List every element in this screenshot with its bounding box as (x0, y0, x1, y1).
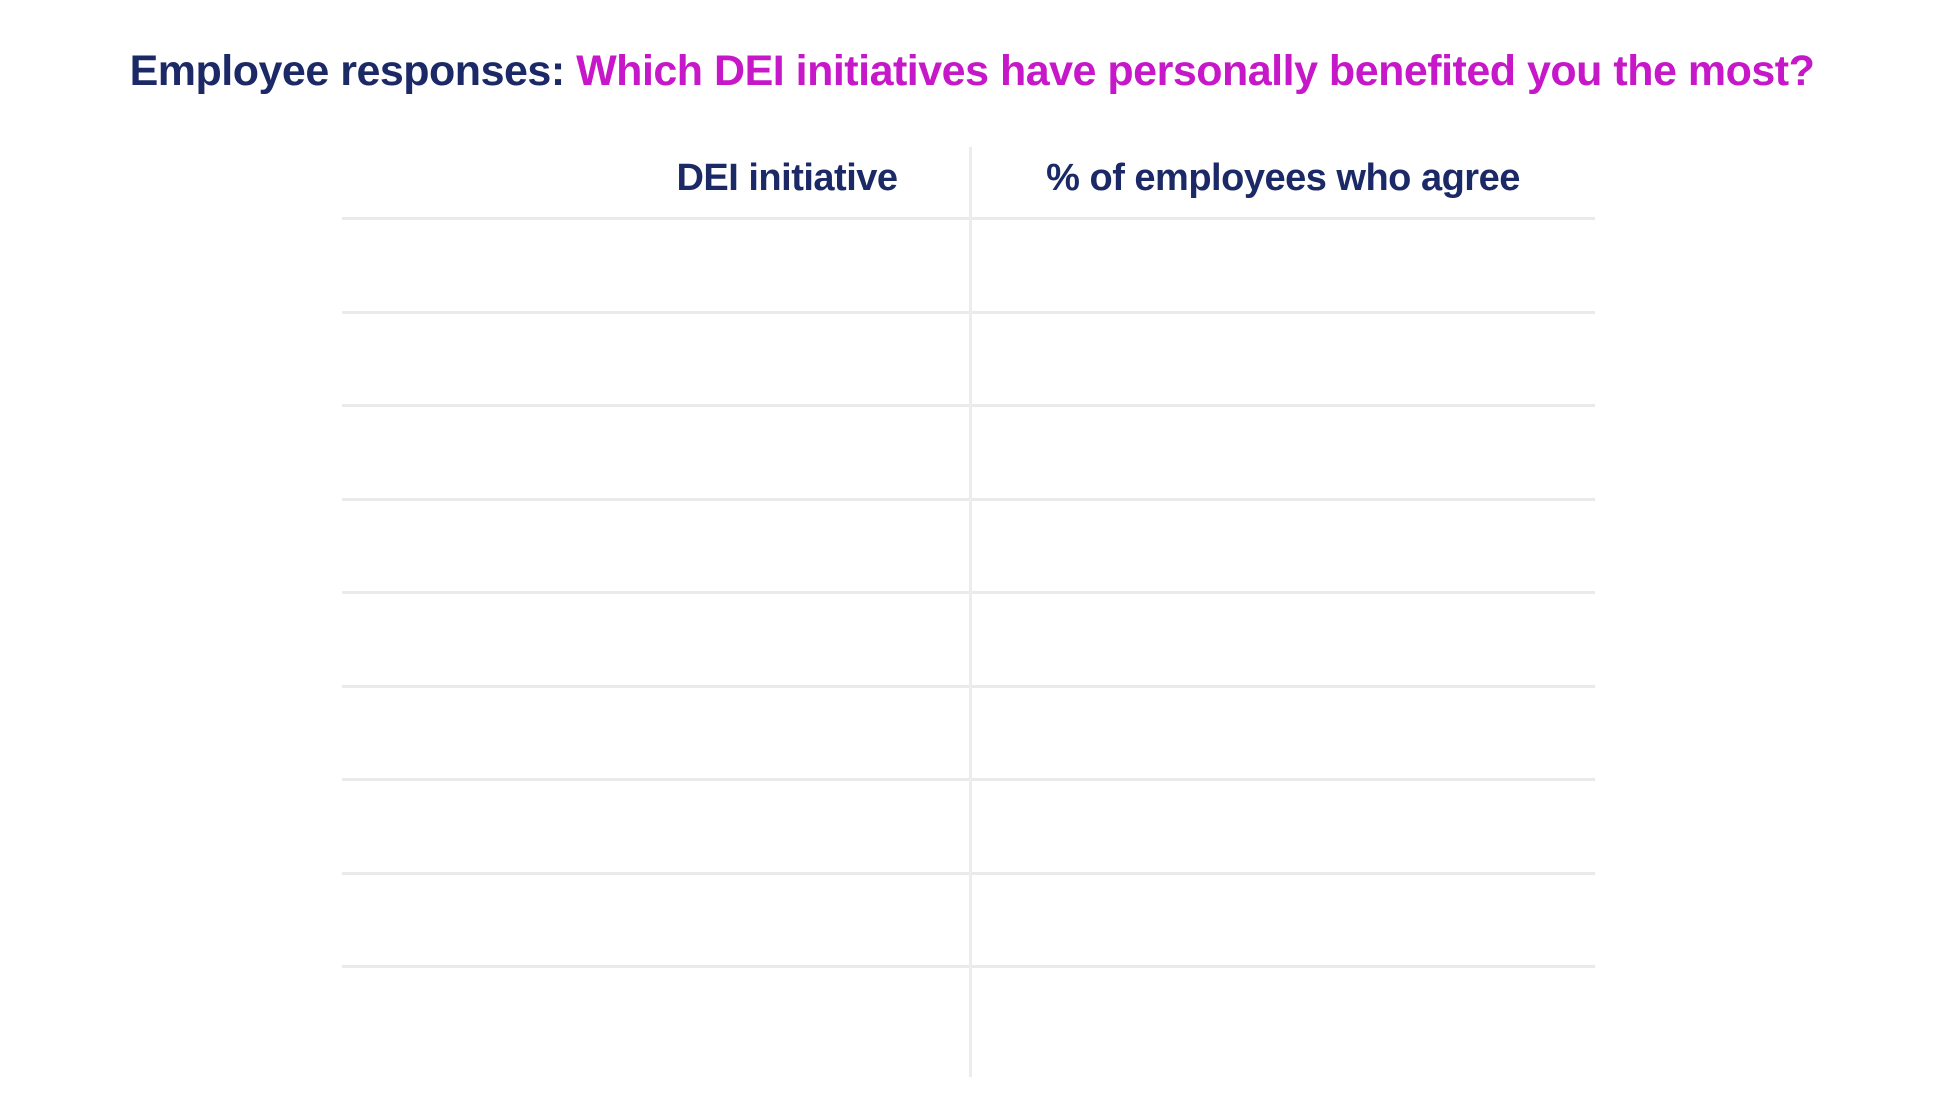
cell-initiative (342, 968, 969, 1077)
cell-initiative (342, 314, 969, 405)
table-row (342, 781, 1595, 875)
table-row (342, 688, 1595, 781)
table-row (342, 407, 1595, 501)
cell-percent (969, 314, 1595, 405)
cell-initiative (342, 781, 969, 872)
table-row (342, 220, 1595, 314)
cell-percent (969, 781, 1595, 872)
cell-initiative (342, 875, 969, 966)
table-row (342, 875, 1595, 968)
cell-percent (969, 968, 1595, 1077)
table-row (342, 594, 1595, 688)
column-divider (969, 147, 972, 1077)
cell-initiative (342, 220, 969, 311)
cell-percent (969, 220, 1595, 311)
column-header-initiative: DEI initiative (676, 157, 898, 199)
column-header-percent: % of employees who agree (1046, 157, 1520, 199)
table-row (342, 314, 1595, 407)
cell-initiative (342, 407, 969, 498)
cell-percent (969, 407, 1595, 498)
cell-percent (969, 501, 1595, 592)
title-prefix: Employee responses: (129, 47, 577, 95)
cell-percent (969, 688, 1595, 779)
data-table: DEI initiative % of employees who agree (342, 147, 1595, 1077)
cell-percent (969, 875, 1595, 966)
page-title: Employee responses: Which DEI initiative… (0, 42, 1944, 100)
cell-initiative (342, 688, 969, 779)
table-body (342, 220, 1595, 1077)
table-row (342, 501, 1595, 594)
table-header: DEI initiative % of employees who agree (342, 147, 1595, 220)
cell-percent (969, 594, 1595, 685)
title-question: Which DEI initiatives have personally be… (576, 47, 1815, 95)
cell-initiative (342, 501, 969, 592)
cell-initiative (342, 594, 969, 685)
